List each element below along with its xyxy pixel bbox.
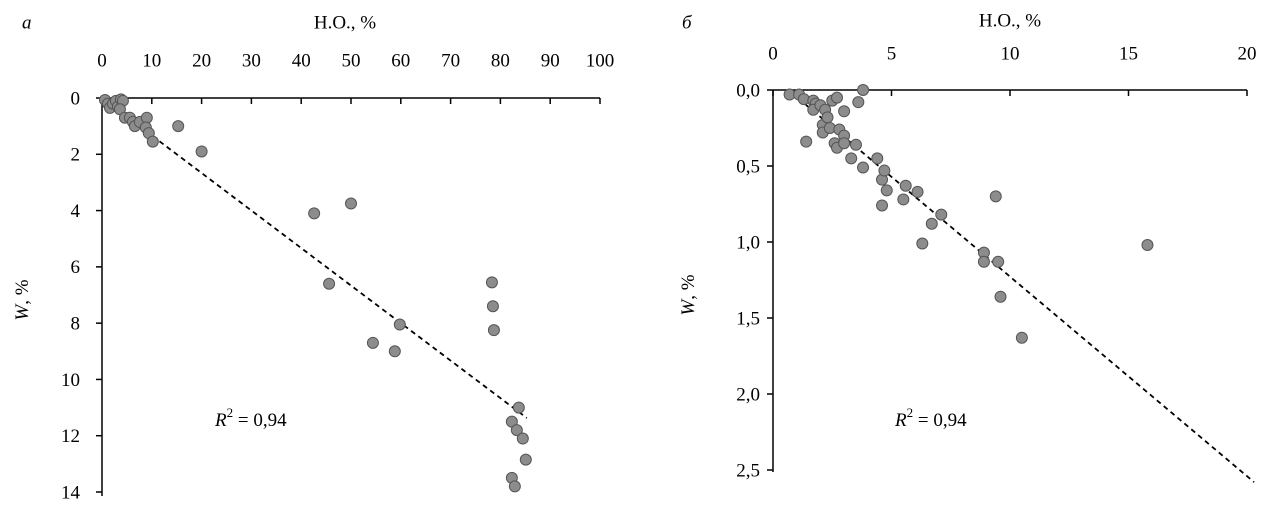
x-tick-label: 0 (768, 43, 778, 64)
y-tick-label: 12 (61, 426, 80, 447)
data-point (140, 111, 153, 124)
y-axis-title: W, % (12, 279, 33, 320)
y-tick-label: 0,0 (736, 80, 760, 101)
data-point (876, 199, 889, 212)
data-point (857, 84, 870, 96)
data-point (388, 345, 401, 358)
trend-line (101, 97, 528, 419)
y-axis-symbol: W (12, 303, 33, 321)
x-tick-label: 60 (391, 50, 410, 71)
data-point (393, 318, 406, 331)
x-tick-label: 15 (1119, 43, 1138, 64)
data-point (871, 152, 884, 165)
data-point (878, 164, 891, 177)
data-point (880, 184, 893, 197)
data-point (146, 135, 159, 148)
x-tick-label: 70 (441, 50, 460, 71)
data-point (899, 179, 912, 192)
annotation-exponent: 2 (227, 405, 234, 420)
y-tick-label: 2,0 (736, 384, 760, 405)
data-point (977, 255, 990, 268)
data-point (838, 105, 851, 118)
x-tick-label: 90 (541, 50, 560, 71)
y-tick-label: 2,5 (736, 460, 760, 481)
data-point (323, 277, 336, 290)
x-tick-label: 20 (1238, 43, 1257, 64)
x-tick-label: 0 (97, 50, 107, 71)
data-point (366, 336, 379, 349)
y-axis-unit: , % (678, 274, 699, 300)
x-tick-label: 50 (342, 50, 361, 71)
y-tick-label: 14 (61, 482, 81, 503)
x-tick-label: 100 (586, 50, 615, 71)
data-point (911, 185, 924, 198)
data-point (172, 120, 185, 133)
x-tick-label: 10 (142, 50, 161, 71)
data-point (916, 237, 929, 250)
data-point (308, 207, 321, 220)
trend-line (791, 92, 1255, 483)
data-point (994, 290, 1007, 303)
y-tick-label: 0 (71, 88, 81, 109)
x-tick-label: 80 (491, 50, 510, 71)
y-axis-unit: , % (12, 279, 33, 305)
y-tick-label: 6 (71, 257, 81, 278)
x-tick-label: 30 (242, 50, 261, 71)
data-point (821, 111, 834, 124)
y-axis-symbol: W (678, 298, 699, 316)
data-point (992, 255, 1005, 268)
x-axis-title: Н.О., % (979, 10, 1041, 31)
y-tick-label: 1,5 (736, 308, 760, 329)
data-point (485, 276, 498, 289)
data-point (838, 137, 851, 150)
data-point (830, 91, 843, 104)
annotation-symbol: R (894, 410, 907, 431)
data-point (857, 161, 870, 174)
data-point (849, 138, 862, 151)
y-axis-title: W, % (678, 274, 699, 315)
data-point (519, 453, 532, 466)
annotation-text: = 0,94 (913, 410, 967, 431)
data-point (516, 432, 529, 445)
panel-label: б (682, 12, 693, 33)
data-point (487, 324, 500, 337)
y-tick-label: 1,0 (736, 232, 760, 253)
data-point (1141, 239, 1154, 252)
y-tick-label: 4 (71, 201, 81, 222)
panel-label: а (22, 12, 32, 33)
data-point (510, 424, 523, 437)
data-point (989, 190, 1002, 203)
x-axis-title: Н.О., % (314, 12, 376, 33)
annotation-exponent: 2 (907, 405, 914, 420)
data-point (800, 135, 813, 148)
data-point (195, 145, 208, 158)
data-point (852, 96, 865, 109)
annotation-text: = 0,94 (233, 410, 287, 431)
data-point (345, 197, 357, 210)
data-point (508, 480, 521, 493)
data-point (935, 208, 948, 221)
x-tick-label: 5 (887, 43, 897, 64)
y-tick-label: 2 (71, 145, 81, 166)
y-tick-label: 10 (61, 370, 80, 391)
annotation: R2 = 0,94 (214, 405, 287, 431)
y-tick-label: 8 (71, 314, 81, 335)
y-tick-label: 0,5 (736, 156, 760, 177)
data-point (1015, 331, 1028, 344)
data-point (897, 193, 910, 206)
data-point (486, 300, 499, 313)
x-tick-label: 40 (292, 50, 311, 71)
x-tick-label: 10 (1001, 43, 1020, 64)
x-tick-label: 20 (192, 50, 211, 71)
data-point (925, 217, 938, 230)
annotation-symbol: R (214, 410, 227, 431)
data-point (845, 152, 858, 165)
data-point (512, 401, 525, 414)
annotation: R2 = 0,94 (894, 405, 967, 431)
